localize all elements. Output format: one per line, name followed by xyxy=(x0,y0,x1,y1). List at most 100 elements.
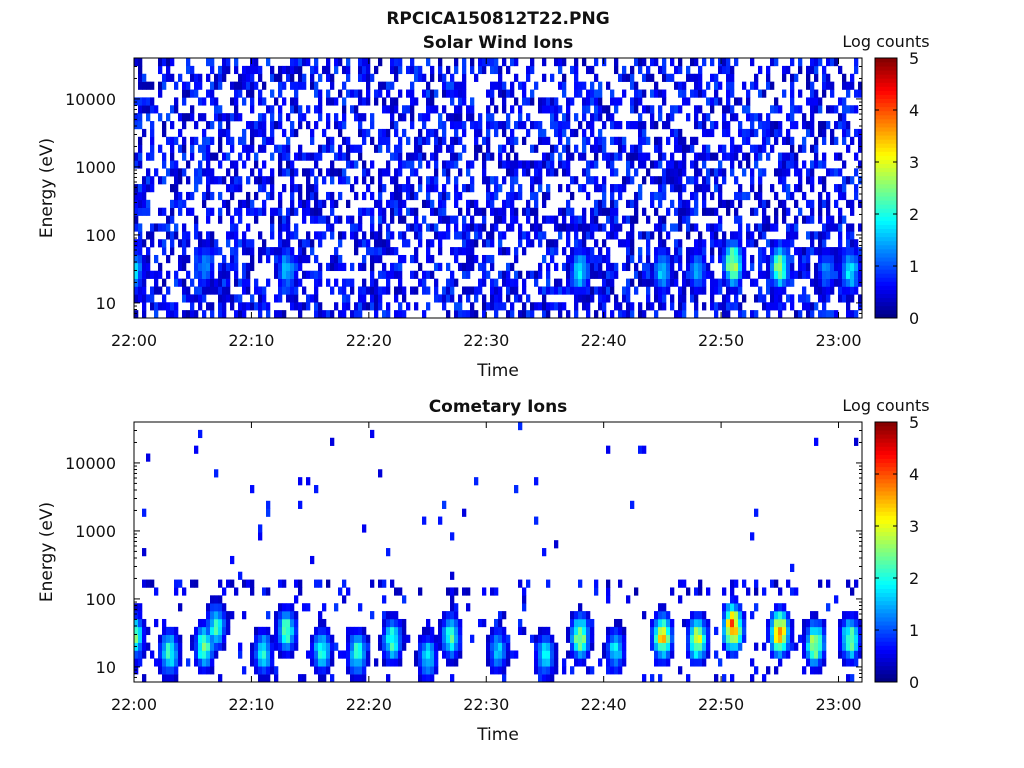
heatmap-cell xyxy=(686,97,691,106)
heatmap-cell xyxy=(462,262,467,272)
heatmap-cell xyxy=(550,658,555,667)
heatmap-cell xyxy=(658,626,663,636)
heatmap-cell xyxy=(506,89,511,98)
heatmap-cell xyxy=(534,144,539,153)
heatmap-cell xyxy=(566,105,571,114)
heatmap-cell xyxy=(170,136,175,145)
heatmap-cell xyxy=(606,445,611,454)
heatmap-cell xyxy=(210,634,215,643)
heatmap-cell xyxy=(494,618,499,628)
heatmap-cell xyxy=(646,262,651,272)
heatmap-cell xyxy=(798,58,803,67)
heatmap-cell xyxy=(674,144,679,153)
heatmap-cell xyxy=(362,302,367,311)
heatmap-cell xyxy=(810,278,815,287)
heatmap-cell xyxy=(582,58,587,67)
heatmap-cell xyxy=(694,207,699,216)
heatmap-cell xyxy=(518,294,523,303)
heatmap-cell xyxy=(794,587,799,596)
heatmap-cell xyxy=(334,603,339,612)
heatmap-cell xyxy=(634,105,639,114)
heatmap-cell xyxy=(522,603,527,612)
heatmap-cell xyxy=(554,215,559,224)
heatmap-cell xyxy=(198,97,203,106)
heatmap-cell xyxy=(250,81,255,90)
heatmap-cell xyxy=(578,642,583,651)
heatmap-cell xyxy=(326,262,331,272)
heatmap-cell xyxy=(166,634,171,643)
heatmap-cell xyxy=(134,199,139,208)
heatmap-cell xyxy=(202,247,207,256)
heatmap-cell xyxy=(178,73,183,82)
heatmap-cell xyxy=(554,168,559,177)
heatmap-cell xyxy=(374,294,379,303)
heatmap-cell xyxy=(802,247,807,256)
heatmap-cell xyxy=(538,168,543,177)
heatmap-cell xyxy=(650,642,655,651)
colorbar-segment xyxy=(875,265,897,270)
heatmap-cell xyxy=(150,302,155,311)
heatmap-cell xyxy=(322,634,327,643)
heatmap-cell xyxy=(142,105,147,114)
heatmap-cell xyxy=(726,262,731,272)
heatmap-cell xyxy=(502,128,507,138)
heatmap-cell xyxy=(746,128,751,138)
heatmap-cell xyxy=(682,207,687,216)
heatmap-cell xyxy=(162,302,167,311)
heatmap-cell xyxy=(438,191,443,201)
heatmap-cell xyxy=(730,579,735,588)
heatmap-cell xyxy=(338,254,343,264)
heatmap-cell xyxy=(314,626,319,636)
heatmap-cell xyxy=(278,270,283,279)
heatmap-cell xyxy=(786,223,791,232)
heatmap-cell xyxy=(250,144,255,153)
heatmap-cell xyxy=(390,113,395,122)
heatmap-cell xyxy=(778,658,783,667)
heatmap-cell xyxy=(590,626,595,636)
heatmap-cell xyxy=(590,215,595,224)
heatmap-cell xyxy=(342,579,347,588)
heatmap-cell xyxy=(134,215,139,224)
heatmap-cell xyxy=(850,207,855,216)
heatmap-cell xyxy=(322,650,327,659)
heatmap-cell xyxy=(418,144,423,153)
heatmap-cell xyxy=(310,128,315,138)
heatmap-cell xyxy=(538,105,543,114)
heatmap-cell xyxy=(542,128,547,138)
heatmap-cell xyxy=(850,618,855,628)
heatmap-cell xyxy=(402,113,407,122)
y-tick-label: 100 xyxy=(85,590,116,609)
heatmap-cell xyxy=(570,176,575,185)
heatmap-cell xyxy=(806,199,811,208)
heatmap-cell xyxy=(430,650,435,659)
heatmap-cell xyxy=(366,650,371,659)
heatmap-cell xyxy=(194,89,199,98)
heatmap-cell xyxy=(818,278,823,287)
heatmap-cell xyxy=(722,65,727,75)
heatmap-cell xyxy=(666,136,671,145)
heatmap-cell xyxy=(702,634,707,643)
heatmap-cell xyxy=(730,626,735,636)
heatmap-cell xyxy=(818,105,823,114)
heatmap-cell xyxy=(470,105,475,114)
heatmap-cell xyxy=(806,215,811,224)
heatmap-cell xyxy=(462,121,467,130)
heatmap-cell xyxy=(650,191,655,201)
heatmap-cell xyxy=(290,168,295,177)
heatmap-cell xyxy=(426,270,431,279)
heatmap-cell xyxy=(450,73,455,82)
heatmap-cell xyxy=(846,223,851,232)
heatmap-cell xyxy=(734,595,739,604)
heatmap-cell xyxy=(178,642,183,651)
heatmap-cell xyxy=(454,618,459,628)
heatmap-cell xyxy=(298,310,303,319)
heatmap-cell xyxy=(222,65,227,75)
heatmap-cell xyxy=(510,168,515,177)
heatmap-cell xyxy=(818,254,823,264)
heatmap-cell xyxy=(810,105,815,114)
heatmap-cell xyxy=(718,223,723,232)
heatmap-cell xyxy=(850,286,855,295)
heatmap-cell xyxy=(854,611,859,620)
heatmap-cell xyxy=(658,650,663,659)
heatmap-cell xyxy=(762,270,767,279)
